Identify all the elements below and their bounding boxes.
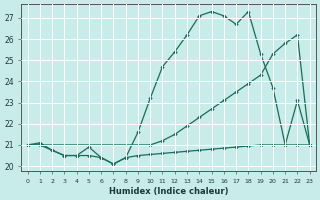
X-axis label: Humidex (Indice chaleur): Humidex (Indice chaleur) bbox=[109, 187, 228, 196]
